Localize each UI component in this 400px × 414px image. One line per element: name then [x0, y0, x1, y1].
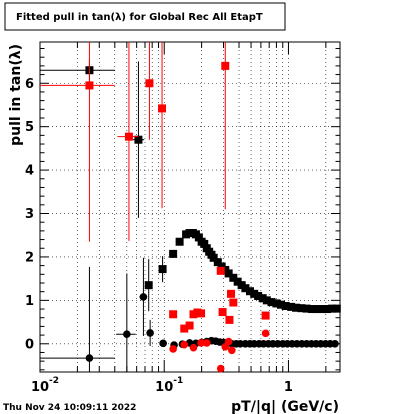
data-point — [213, 258, 222, 267]
y-tick-label: 6 — [25, 77, 34, 92]
data-point — [216, 364, 225, 373]
data-point — [158, 104, 167, 113]
chart-title: Fitted pull in tan(λ) for Global Rec All… — [16, 12, 263, 23]
title-box — [4, 2, 286, 31]
data-point — [158, 265, 167, 274]
data-point — [180, 340, 189, 349]
data-point — [144, 281, 153, 290]
data-point — [331, 339, 339, 348]
x-axis-label: pT/|q| (GeV/c) — [231, 399, 339, 414]
data-point — [124, 132, 133, 141]
data-point — [216, 266, 225, 275]
series-0 — [40, 59, 341, 314]
data-point — [227, 289, 236, 298]
data-point — [134, 135, 143, 144]
data-point — [281, 302, 290, 310]
data-point — [287, 302, 296, 311]
data-point — [302, 304, 311, 313]
data-point — [159, 339, 167, 348]
data-point — [254, 292, 263, 301]
data-point — [197, 309, 206, 318]
data-point — [323, 305, 332, 314]
data-point — [145, 79, 154, 88]
x-tick-label: 10 — [155, 380, 173, 395]
data-point — [85, 354, 94, 362]
data-point — [245, 287, 254, 296]
data-point — [169, 249, 178, 258]
data-point — [241, 284, 250, 293]
data-point — [175, 237, 184, 246]
data-point — [194, 233, 203, 242]
y-axis-label: pull in tan(λ) — [8, 44, 24, 146]
data-point — [197, 339, 205, 347]
x-tick-label: 10 — [31, 380, 49, 395]
data-point — [261, 329, 270, 338]
data-point — [139, 293, 148, 301]
data-point — [169, 345, 177, 353]
data-point — [328, 304, 337, 313]
data-point — [169, 310, 178, 319]
data-point — [291, 303, 300, 312]
y-tick-label: 0 — [25, 337, 34, 352]
data-point — [258, 294, 267, 303]
y-tick-label: 3 — [25, 207, 34, 222]
x-tick-exponent: -1 — [173, 376, 183, 386]
x-axis: 10 -2 10 -1 1 — [31, 42, 327, 395]
data-point — [202, 339, 211, 347]
data-point — [225, 315, 234, 324]
y-tick-label: 5 — [25, 120, 34, 135]
data-point — [272, 299, 281, 308]
data-point — [146, 329, 154, 337]
data-point — [180, 324, 189, 333]
y-tick-label: 2 — [25, 250, 34, 265]
series-2 — [40, 42, 270, 333]
data-point — [267, 298, 276, 307]
data-point — [209, 253, 218, 262]
data-point — [85, 81, 94, 90]
data-point — [200, 239, 209, 248]
data-point — [224, 269, 233, 278]
data-point — [228, 346, 236, 355]
data-point — [308, 305, 317, 314]
data-series — [40, 42, 341, 373]
series-3 — [169, 329, 270, 373]
data-point — [185, 321, 194, 330]
data-point — [318, 305, 327, 314]
data-point — [123, 330, 131, 339]
data-point — [262, 296, 271, 305]
y-tick-label: 4 — [25, 164, 34, 179]
y-tick-label: 1 — [25, 294, 34, 309]
data-point — [276, 300, 285, 309]
data-point — [261, 311, 270, 320]
data-point — [229, 273, 238, 282]
data-point — [297, 304, 306, 313]
data-point — [218, 308, 227, 317]
data-point — [332, 304, 341, 313]
timestamp: Thu Nov 24 10:09:11 2022 — [3, 403, 136, 413]
x-tick-exponent: -2 — [49, 376, 59, 386]
x-tick-label: 1 — [284, 380, 293, 395]
data-point — [224, 337, 233, 346]
data-point — [313, 305, 322, 314]
data-point — [189, 343, 198, 352]
data-point — [221, 61, 230, 70]
data-point — [229, 298, 238, 307]
